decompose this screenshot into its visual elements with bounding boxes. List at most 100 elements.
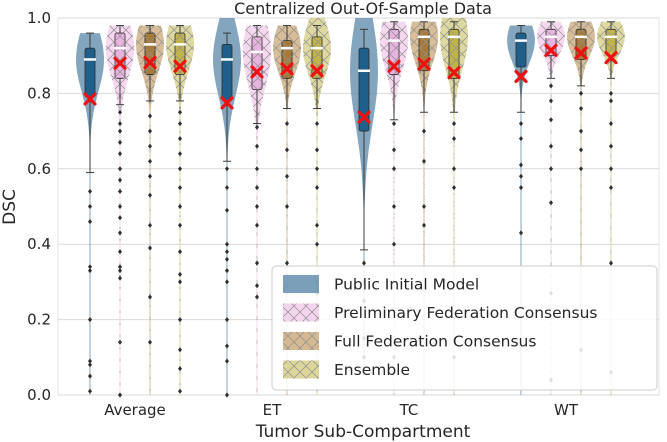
y-tick-label: 0.6 <box>27 160 51 178</box>
outlier-point <box>148 339 152 345</box>
violin-hatch <box>273 25 301 395</box>
mean-marker <box>83 92 97 106</box>
outlier-point <box>549 143 553 149</box>
mean-marker <box>574 46 588 60</box>
outlier-point <box>452 136 456 142</box>
outlier-point <box>519 185 523 191</box>
mean-marker <box>173 59 187 73</box>
outlier-point <box>392 241 396 247</box>
outlier-point <box>549 166 553 172</box>
outlier-point <box>225 392 229 398</box>
box-iqr <box>515 32 527 68</box>
outlier-point <box>225 207 229 213</box>
mean-marker <box>387 59 401 73</box>
outlier-point <box>118 188 122 194</box>
outlier-point <box>148 173 152 179</box>
outlier-point <box>579 166 583 172</box>
outlier-point <box>225 185 229 191</box>
outlier-point <box>118 166 122 172</box>
outlier-point <box>118 268 122 274</box>
outlier-point <box>225 343 229 349</box>
outlier-point <box>88 188 92 194</box>
legend-swatch-hatch <box>283 303 319 322</box>
mean-marker <box>604 50 618 65</box>
outlier-point <box>549 98 553 104</box>
outlier-point <box>178 222 182 228</box>
outlier-point <box>392 166 396 172</box>
outlier-point <box>609 260 613 266</box>
outlier-point <box>148 113 152 119</box>
outlier-point <box>225 256 229 262</box>
outlier-point <box>178 271 182 277</box>
outlier-point <box>315 166 319 172</box>
outlier-point <box>178 317 182 323</box>
outlier-point <box>178 121 182 127</box>
legend-swatch <box>283 275 319 293</box>
legend-label: Ensemble <box>334 361 410 379</box>
violin-body <box>76 33 104 395</box>
outlier-point <box>255 294 259 300</box>
legend-label: Preliminary Federation Consensus <box>334 304 597 322</box>
outlier-point <box>118 177 122 183</box>
box-hatch <box>576 29 586 60</box>
y-tick-label: 1.0 <box>27 9 51 27</box>
outlier-point <box>255 143 259 149</box>
outlier-point <box>225 249 229 255</box>
outlier-point <box>519 136 523 142</box>
outlier-point <box>118 109 122 115</box>
mean-marker <box>417 57 431 71</box>
outlier-point <box>315 121 319 127</box>
mean-marker <box>447 66 461 80</box>
outlier-point <box>178 136 182 142</box>
outlier-point <box>362 260 366 266</box>
y-axis-label: DSC <box>0 189 20 225</box>
outlier-point <box>255 283 259 289</box>
outlier-point <box>88 388 92 394</box>
chart-title: Centralized Out-Of-Sample Data <box>234 0 492 18</box>
violin-hatch <box>537 21 565 396</box>
outlier-point <box>255 260 259 266</box>
outlier-point <box>452 121 456 127</box>
outlier-point <box>255 124 259 130</box>
outlier-point <box>225 166 229 172</box>
outlier-point <box>118 339 122 345</box>
outlier-point <box>255 203 259 210</box>
y-tick-label: 0.2 <box>27 311 51 329</box>
legend-label: Public Initial Model <box>334 276 479 294</box>
outlier-point <box>609 143 613 149</box>
outlier-point <box>422 158 426 164</box>
outlier-point <box>88 317 92 323</box>
outlier-point <box>118 151 122 157</box>
legend-item-ensemble: Ensemble <box>283 360 410 379</box>
outlier-point <box>285 121 289 127</box>
outlier-point <box>285 173 289 179</box>
outlier-point <box>88 268 92 274</box>
outlier-point <box>118 128 122 134</box>
outlier-point <box>178 166 182 172</box>
outlier-point <box>255 222 259 228</box>
outlier-point <box>178 347 182 353</box>
outlier-point <box>225 241 229 247</box>
legend-frame <box>271 265 658 391</box>
mean-marker <box>310 64 324 78</box>
outlier-point <box>452 185 456 191</box>
violin-hatch <box>136 25 164 395</box>
outlier-point <box>255 166 259 172</box>
outlier-point <box>148 158 152 164</box>
outlier-point <box>118 264 122 270</box>
mean-marker <box>357 110 371 124</box>
outlier-point <box>579 128 583 134</box>
box-hatch <box>252 36 262 90</box>
outlier-point <box>118 121 122 127</box>
outlier-point <box>422 128 426 134</box>
outlier-point <box>579 90 583 96</box>
outlier-point <box>255 185 259 191</box>
mean-marker <box>544 43 558 58</box>
violin-hatch <box>243 25 271 395</box>
box-hatch <box>606 29 616 56</box>
outlier-point <box>118 275 122 281</box>
box-hatch <box>389 29 399 75</box>
x-axis-label: Tumor Sub-Compartment <box>255 422 471 442</box>
outlier-point <box>519 162 523 168</box>
